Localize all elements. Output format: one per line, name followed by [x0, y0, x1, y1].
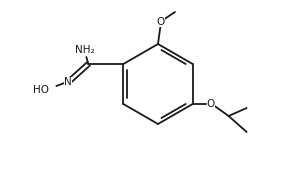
Text: N: N [64, 77, 72, 87]
Text: HO: HO [33, 85, 50, 95]
Text: NH₂: NH₂ [74, 45, 94, 55]
Text: O: O [206, 99, 215, 109]
Text: O: O [157, 17, 165, 27]
